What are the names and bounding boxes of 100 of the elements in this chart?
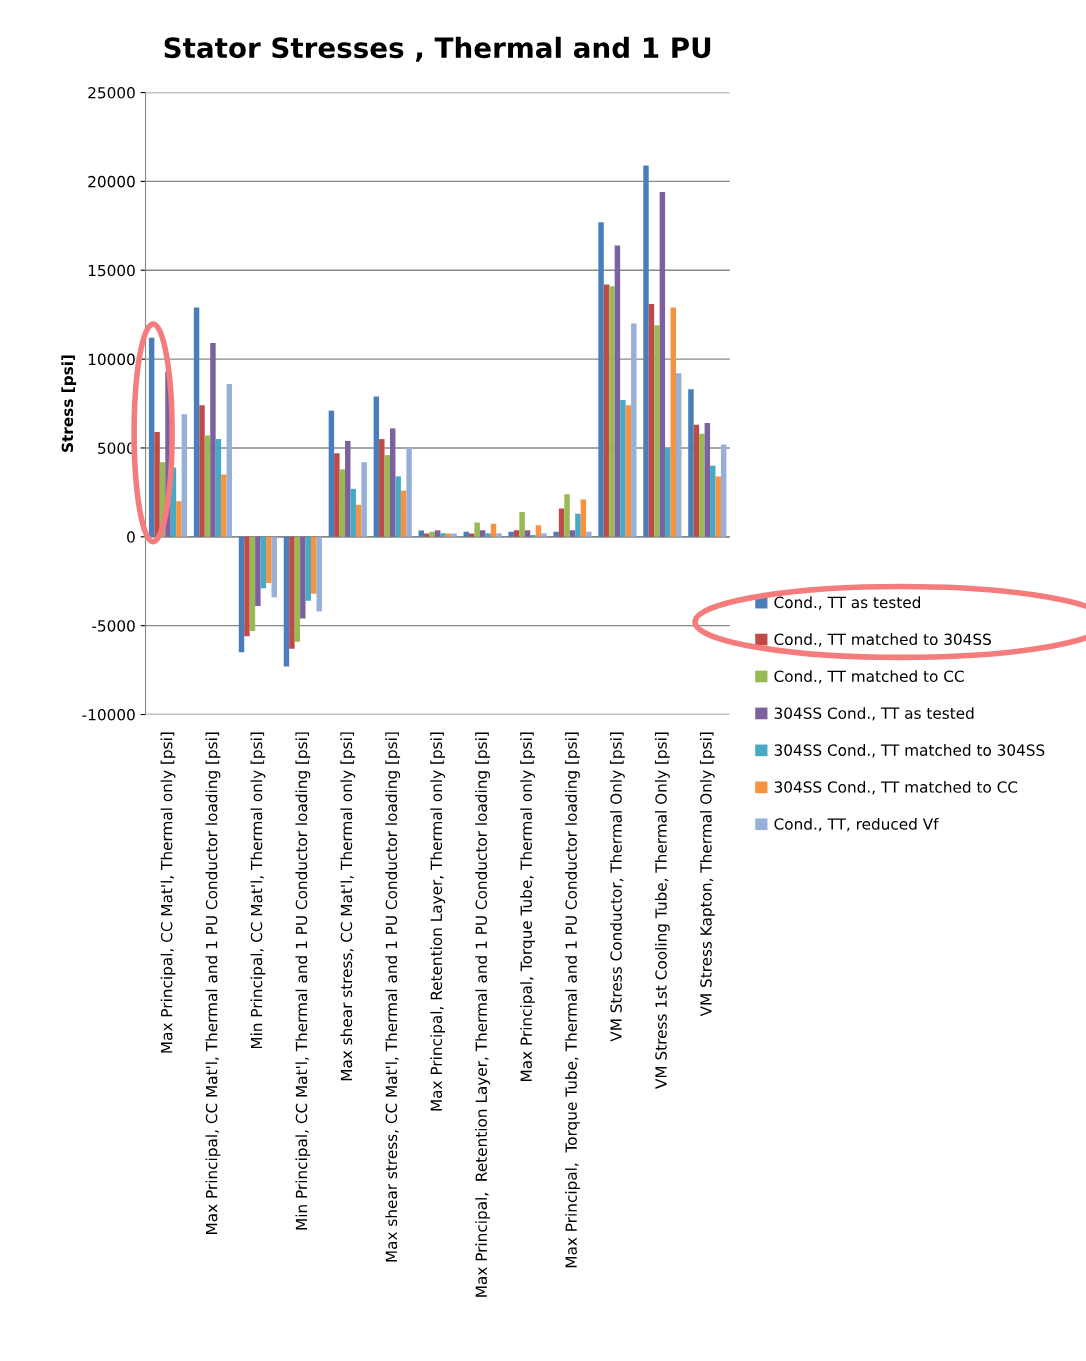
x-tick-label: Max Principal, Torque Tube, Thermal and 1 PU Conductor loading [psi] — [565, 732, 580, 1268]
legend-label: Cond., TT matched to 304SS — [774, 633, 991, 647]
bar — [654, 325, 660, 537]
x-tick-label: VM Stress Kapton, Thermal Only [psi] — [699, 732, 715, 1017]
bar — [553, 531, 559, 537]
bar — [535, 525, 542, 537]
bar — [598, 222, 604, 537]
bar — [238, 536, 245, 653]
legend-label: 304SS Cond., TT matched to 304SS — [774, 744, 1045, 758]
bar — [226, 383, 233, 537]
bar — [643, 165, 649, 537]
x-tick-label: Min Principal, CC Mat'l, Thermal and 1 PU Conductor loading [psi] — [295, 732, 311, 1230]
bar — [670, 307, 677, 537]
bar — [665, 447, 671, 537]
bar — [316, 536, 322, 612]
bar — [305, 536, 312, 601]
bar — [580, 499, 587, 537]
bar — [283, 536, 290, 667]
bar — [586, 531, 592, 537]
x-tick-label: Max Principal, Retention Layer, Thermal and 1 PU Conductor loading [psi] — [475, 732, 490, 1297]
bar — [199, 405, 205, 537]
bar — [564, 494, 570, 537]
y-tick-label: 0 — [127, 531, 135, 543]
bar — [193, 307, 200, 537]
bar — [148, 337, 155, 537]
bar — [524, 530, 531, 537]
y-tick-label: 10000 — [88, 353, 135, 366]
bar — [294, 536, 301, 642]
bar — [255, 536, 261, 607]
bar — [400, 490, 407, 537]
bar — [289, 536, 295, 649]
bar — [699, 433, 705, 537]
bar — [345, 440, 351, 537]
bar — [266, 536, 272, 584]
y-axis-title: Stress [psi] — [61, 355, 77, 452]
bar — [355, 504, 362, 537]
bar — [720, 444, 727, 537]
bar — [215, 439, 222, 537]
bar — [519, 511, 525, 537]
bar — [688, 389, 694, 537]
bar — [210, 343, 216, 537]
bar — [328, 410, 335, 537]
bar — [260, 536, 267, 589]
bar — [558, 508, 565, 537]
bar — [384, 455, 390, 537]
bar — [659, 192, 666, 537]
y-tick-label: 15000 — [88, 264, 135, 277]
bar — [631, 323, 637, 537]
bar — [339, 469, 346, 537]
bar — [710, 465, 716, 537]
y-tick-label: -5000 — [92, 620, 135, 632]
x-tick-label: Max Principal, Retention Layer, Thermal only [psi] — [430, 732, 446, 1111]
bar — [648, 304, 655, 537]
bar — [406, 447, 412, 537]
bar — [249, 536, 256, 631]
bar — [361, 462, 367, 537]
x-tick-label: Max Principal, CC Mat'l, Thermal and 1 PU Conductor loading [psi] — [205, 732, 221, 1234]
bar — [513, 530, 520, 537]
bar — [204, 435, 211, 537]
bar — [603, 284, 610, 537]
bar — [350, 488, 356, 537]
bar — [429, 531, 435, 537]
x-tick-label: Max Principal, Torque Tube, Thermal only [psi] — [520, 732, 535, 1081]
bar — [508, 531, 514, 537]
bar — [181, 414, 188, 537]
bar — [490, 523, 497, 537]
x-tick-label: Max shear stress, CC Mat'l, Thermal and 1 PU Conductor loading [psi] — [385, 732, 401, 1262]
bar — [311, 536, 317, 594]
bar — [496, 533, 502, 537]
bar — [440, 533, 446, 537]
bar — [620, 399, 626, 537]
chart-title: Stator Stresses , Thermal and 1 PU — [164, 36, 711, 62]
x-tick-label: Max shear stress, CC Mat'l, Thermal only [psi] — [340, 732, 356, 1081]
bar — [451, 533, 457, 537]
bar — [676, 373, 682, 537]
x-tick-label: VM Stress 1st Cooling Tube, Thermal Only [psi] — [654, 732, 670, 1089]
legend-label: 304SS Cond., TT as tested — [774, 707, 974, 721]
bar — [389, 428, 396, 537]
bar — [485, 533, 491, 537]
legend-label: Cond., TT, reduced Vf — [774, 817, 939, 832]
bar — [625, 405, 632, 537]
bar — [154, 431, 160, 537]
bar — [334, 453, 340, 537]
bar — [474, 522, 480, 537]
bar — [575, 513, 581, 537]
legend-label: Cond., TT as tested — [774, 596, 921, 610]
x-tick-label: Max Principal, CC Mat'l, Thermal only [psi] — [160, 732, 176, 1053]
bar — [379, 439, 385, 537]
bar — [479, 530, 486, 537]
bar — [373, 396, 380, 537]
bar — [434, 530, 441, 537]
x-tick-label: Min Principal, CC Mat'l, Thermal only [psi] — [250, 732, 266, 1049]
bar — [704, 423, 711, 537]
bar — [244, 536, 250, 637]
bar — [609, 286, 615, 537]
bar — [395, 476, 401, 537]
legend-label: 304SS Cond., TT matched to CC — [774, 781, 1018, 795]
bar — [541, 533, 547, 537]
bar — [569, 530, 576, 537]
bar — [300, 536, 306, 619]
